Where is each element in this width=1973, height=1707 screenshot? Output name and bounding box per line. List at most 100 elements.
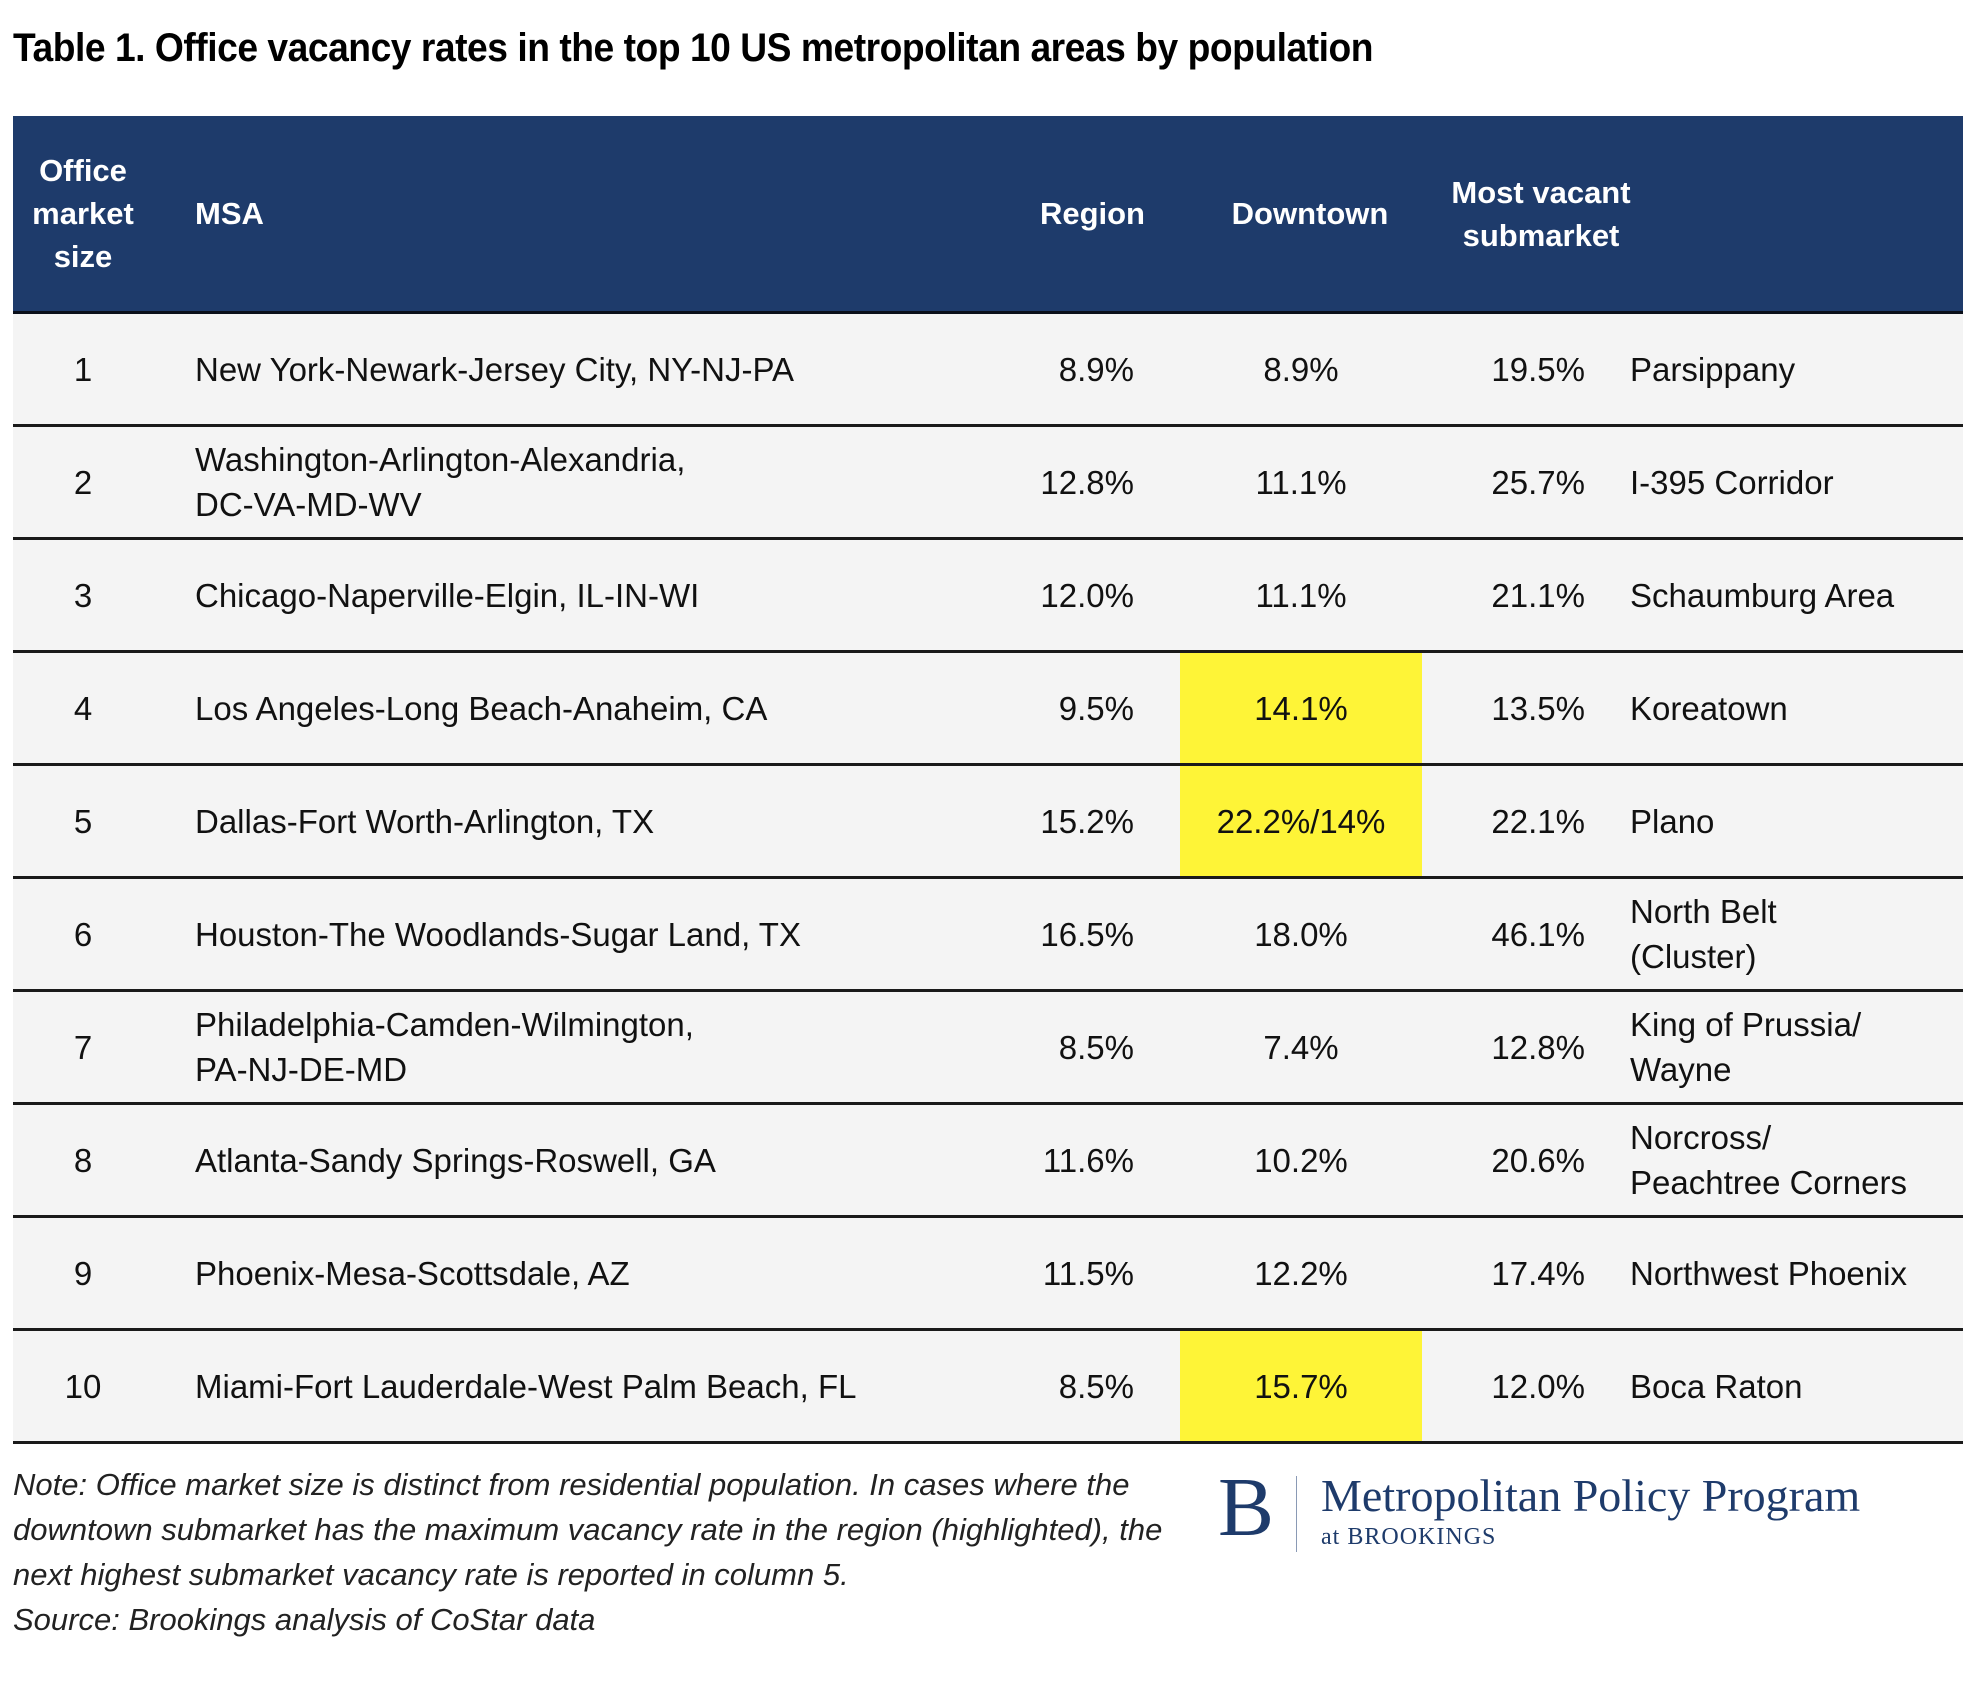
cell-office-market-size: 7 — [13, 992, 153, 1102]
cell-submarket: Plano — [1630, 766, 1963, 876]
cell-office-market-size-text: 6 — [73, 915, 93, 953]
cell-most-vacant-rate: 20.6% — [1425, 1105, 1585, 1215]
header-downtown: Downtown — [1201, 116, 1419, 311]
cell-msa-text: Chicago-Naperville-Elgin, IL-IN-WI — [195, 576, 700, 614]
cell-downtown-rate: 8.9% — [1180, 314, 1422, 424]
header-office-market-size-label: Office market size — [32, 153, 134, 274]
cell-most-vacant-rate: 12.8% — [1425, 992, 1585, 1102]
cell-region-rate-text: 9.5% — [1058, 689, 1134, 727]
table-row: 9 Phoenix-Mesa-Scottsdale, AZ 11.5% 12.2% 17… — [13, 1218, 1963, 1331]
cell-most-vacant-rate-text: 12.0% — [1491, 1367, 1585, 1405]
cell-office-market-size-text: 10 — [64, 1367, 102, 1405]
cell-downtown-rate: 12.2% — [1180, 1218, 1422, 1328]
cell-most-vacant-rate-text: 13.5% — [1491, 689, 1585, 727]
cell-msa: Phoenix-Mesa-Scottsdale, AZ — [195, 1218, 975, 1328]
cell-region-rate: 16.5% — [973, 879, 1134, 989]
cell-submarket: Boca Raton — [1630, 1331, 1963, 1441]
cell-msa: Miami-Fort Lauderdale-West Palm Beach, F… — [195, 1331, 975, 1441]
cell-office-market-size-text: 3 — [73, 576, 93, 614]
cell-office-market-size: 10 — [13, 1331, 153, 1441]
cell-msa: Dallas-Fort Worth-Arlington, TX — [195, 766, 975, 876]
header-msa-label: MSA — [195, 196, 264, 231]
cell-region-rate: 12.0% — [973, 540, 1134, 650]
cell-office-market-size: 1 — [13, 314, 153, 424]
cell-most-vacant-rate-text: 21.1% — [1491, 576, 1585, 614]
cell-msa-text: Atlanta-Sandy Springs-Roswell, GA — [195, 1141, 716, 1179]
cell-region-rate-text: 12.8% — [1040, 463, 1134, 501]
table-row: 2 Washington-Arlington-Alexandria, DC-VA-… — [13, 427, 1963, 540]
cell-msa: Los Angeles-Long Beach-Anaheim, CA — [195, 653, 975, 763]
cell-region-rate: 15.2% — [973, 766, 1134, 876]
header-region: Region — [1013, 116, 1145, 311]
cell-msa-text: New York-Newark-Jersey City, NY-NJ-PA — [195, 350, 795, 388]
cell-downtown-rate-text: 22.2%/14% — [1216, 802, 1386, 840]
cell-most-vacant-rate: 46.1% — [1425, 879, 1585, 989]
cell-submarket-text: Boca Raton — [1630, 1367, 1803, 1405]
cell-downtown-rate-text: 8.9% — [1263, 350, 1339, 388]
cell-msa-text: Houston-The Woodlands-Sugar Land, TX — [195, 915, 801, 953]
cell-downtown-rate-text: 11.1% — [1255, 576, 1347, 614]
cell-downtown-rate-text: 18.0% — [1254, 915, 1348, 953]
table-row: 6 Houston-The Woodlands-Sugar Land, TX 16.… — [13, 879, 1963, 992]
cell-region-rate: 8.5% — [973, 1331, 1134, 1441]
cell-most-vacant-rate-text: 22.1% — [1491, 802, 1585, 840]
cell-submarket-text: Parsippany — [1630, 350, 1796, 388]
cell-downtown-rate: 11.1% — [1180, 540, 1422, 650]
table-footnote: Note: Office market size is distinct fro… — [13, 1462, 1193, 1642]
cell-submarket: Schaumburg Area — [1630, 540, 1963, 650]
cell-most-vacant-rate-text: 46.1% — [1491, 915, 1585, 953]
cell-submarket: North Belt (Cluster) — [1630, 879, 1963, 989]
cell-downtown-rate: 11.1% — [1180, 427, 1422, 537]
cell-submarket-text: I-395 Corridor — [1630, 463, 1834, 501]
cell-region-rate: 8.5% — [973, 992, 1134, 1102]
cell-office-market-size-text: 1 — [73, 350, 93, 388]
cell-most-vacant-rate: 21.1% — [1425, 540, 1585, 650]
cell-msa: Washington-Arlington-Alexandria, DC-VA-M… — [195, 427, 975, 537]
logo-subtitle: at BROOKINGS — [1321, 1524, 1497, 1550]
table-row: 7 Philadelphia-Camden-Wilmington, PA-NJ-D… — [13, 992, 1963, 1105]
cell-most-vacant-rate: 12.0% — [1425, 1331, 1585, 1441]
cell-downtown-rate: 15.7% — [1180, 1331, 1422, 1441]
cell-region-rate-text: 15.2% — [1040, 802, 1134, 840]
cell-most-vacant-rate-text: 12.8% — [1491, 1028, 1585, 1066]
table-row: 10 Miami-Fort Lauderdale-West Palm Beach,… — [13, 1331, 1963, 1444]
cell-most-vacant-rate-text: 20.6% — [1491, 1141, 1585, 1179]
cell-most-vacant-rate-text: 17.4% — [1491, 1254, 1585, 1292]
brookings-b-logo-icon: B — [1218, 1461, 1275, 1554]
cell-region-rate-text: 8.5% — [1058, 1367, 1134, 1405]
cell-submarket: Koreatown — [1630, 653, 1963, 763]
cell-submarket-text: King of Prussia/ Wayne — [1630, 1006, 1862, 1088]
cell-submarket-text: Plano — [1630, 802, 1715, 840]
cell-downtown-rate-text: 15.7% — [1254, 1367, 1348, 1405]
cell-most-vacant-rate-text: 19.5% — [1491, 350, 1585, 388]
brookings-logo: B Metropolitan Policy Program at BROOKIN… — [1218, 1466, 1860, 1560]
cell-msa: Philadelphia-Camden-Wilmington, PA-NJ-DE… — [195, 992, 975, 1102]
cell-downtown-rate: 7.4% — [1180, 992, 1422, 1102]
cell-office-market-size-text: 5 — [73, 802, 93, 840]
cell-most-vacant-rate: 17.4% — [1425, 1218, 1585, 1328]
cell-msa-text: Washington-Arlington-Alexandria, DC-VA-M… — [195, 441, 686, 523]
cell-submarket: King of Prussia/ Wayne — [1630, 992, 1963, 1102]
cell-submarket-text: Koreatown — [1630, 689, 1788, 727]
header-downtown-label: Downtown — [1231, 196, 1389, 231]
cell-office-market-size-text: 2 — [73, 463, 93, 501]
note-text: Note: Office market size is distinct fro… — [13, 1467, 1163, 1592]
cell-office-market-size: 4 — [13, 653, 153, 763]
table-row: 4 Los Angeles-Long Beach-Anaheim, CA 9.5% 1… — [13, 653, 1963, 766]
cell-most-vacant-rate: 13.5% — [1425, 653, 1585, 763]
cell-region-rate: 11.5% — [973, 1218, 1134, 1328]
cell-most-vacant-rate: 19.5% — [1425, 314, 1585, 424]
table-row: 1 New York-Newark-Jersey City, NY-NJ-PA 8.… — [13, 314, 1963, 427]
cell-msa: Chicago-Naperville-Elgin, IL-IN-WI — [195, 540, 975, 650]
cell-region-rate: 8.9% — [973, 314, 1134, 424]
cell-office-market-size-text: 4 — [73, 689, 93, 727]
cell-region-rate-text: 12.0% — [1040, 576, 1134, 614]
cell-region-rate: 11.6% — [973, 1105, 1134, 1215]
cell-downtown-rate: 14.1% — [1180, 653, 1422, 763]
cell-most-vacant-rate-text: 25.7% — [1491, 463, 1585, 501]
cell-region-rate-text: 11.5% — [1042, 1254, 1134, 1292]
cell-downtown-rate-text: 12.2% — [1254, 1254, 1348, 1292]
cell-office-market-size-text: 7 — [73, 1028, 93, 1066]
cell-office-market-size-text: 8 — [73, 1141, 93, 1179]
cell-submarket-text: Northwest Phoenix — [1630, 1254, 1907, 1292]
